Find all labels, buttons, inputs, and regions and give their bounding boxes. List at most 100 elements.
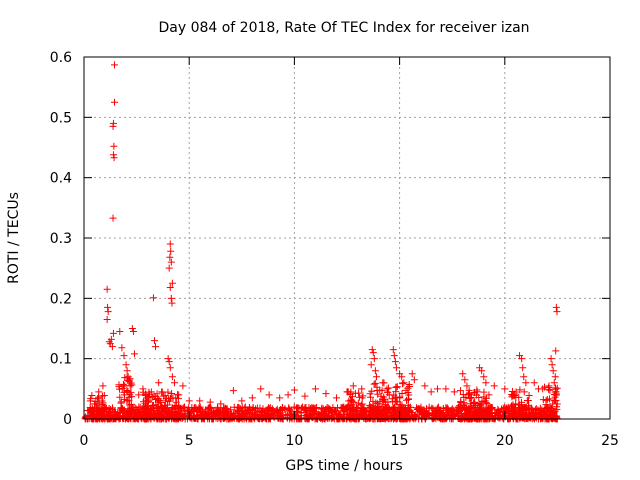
data-point bbox=[110, 142, 118, 150]
data-point bbox=[531, 414, 539, 422]
data-point bbox=[457, 398, 465, 406]
data-point bbox=[399, 380, 407, 388]
data-point bbox=[549, 367, 557, 375]
data-point bbox=[180, 403, 188, 411]
data-point bbox=[456, 402, 464, 410]
data-point bbox=[172, 398, 180, 406]
data-point bbox=[147, 404, 155, 412]
data-point bbox=[358, 401, 366, 409]
data-point bbox=[167, 294, 175, 302]
data-point bbox=[519, 364, 527, 372]
data-point bbox=[525, 391, 533, 399]
data-point bbox=[385, 391, 393, 399]
data-point bbox=[222, 407, 230, 415]
data-point bbox=[368, 346, 376, 354]
data-point bbox=[116, 328, 124, 336]
data-point bbox=[421, 382, 429, 390]
data-point bbox=[344, 402, 352, 410]
data-point bbox=[457, 410, 465, 418]
data-point bbox=[108, 404, 116, 412]
data-point bbox=[371, 379, 379, 387]
data-point bbox=[450, 388, 458, 396]
data-point bbox=[150, 414, 158, 422]
data-point bbox=[336, 412, 344, 420]
data-point bbox=[465, 386, 473, 394]
data-point bbox=[127, 404, 135, 412]
data-point bbox=[442, 385, 450, 393]
data-point bbox=[123, 397, 131, 405]
data-point bbox=[86, 397, 94, 405]
data-point bbox=[546, 386, 554, 394]
data-point bbox=[376, 386, 384, 394]
data-point bbox=[116, 385, 124, 393]
data-point bbox=[501, 403, 509, 411]
data-point bbox=[349, 382, 357, 390]
data-point bbox=[480, 373, 488, 381]
data-point bbox=[152, 401, 160, 409]
data-point bbox=[162, 406, 170, 414]
data-point bbox=[419, 406, 427, 414]
data-point bbox=[374, 400, 382, 408]
data-point bbox=[483, 412, 491, 420]
data-point bbox=[545, 408, 553, 416]
data-point bbox=[482, 379, 490, 387]
data-point bbox=[121, 374, 129, 382]
x-axis-label: GPS time / hours bbox=[285, 458, 402, 474]
data-point bbox=[166, 283, 174, 291]
data-point bbox=[463, 408, 471, 416]
data-point bbox=[110, 154, 118, 162]
data-point bbox=[461, 376, 469, 384]
data-point bbox=[134, 410, 142, 418]
data-point bbox=[509, 392, 517, 400]
data-point bbox=[303, 411, 311, 419]
data-point bbox=[393, 383, 401, 391]
data-point bbox=[326, 406, 334, 414]
data-point bbox=[478, 367, 486, 375]
data-point bbox=[367, 393, 375, 401]
data-point bbox=[369, 397, 377, 405]
data-point bbox=[249, 403, 257, 411]
data-point bbox=[129, 328, 137, 336]
data-point bbox=[367, 361, 375, 369]
y-tick-label: 0.1 bbox=[50, 352, 72, 368]
data-point bbox=[477, 401, 485, 409]
data-point bbox=[223, 412, 231, 420]
data-point bbox=[148, 408, 156, 416]
data-point bbox=[551, 393, 559, 401]
data-point bbox=[108, 343, 116, 351]
data-point bbox=[279, 403, 287, 411]
data-point bbox=[522, 403, 530, 411]
data-point bbox=[121, 406, 129, 414]
data-point bbox=[329, 414, 337, 422]
data-point bbox=[100, 391, 108, 399]
data-point bbox=[429, 414, 437, 422]
x-tick-label: 25 bbox=[601, 433, 619, 449]
data-point bbox=[413, 404, 421, 412]
data-point bbox=[520, 388, 528, 396]
data-point bbox=[504, 410, 512, 418]
data-point bbox=[377, 414, 385, 422]
data-point bbox=[370, 355, 378, 363]
data-point bbox=[358, 410, 366, 418]
data-point bbox=[546, 395, 554, 403]
data-point bbox=[168, 389, 176, 397]
data-point bbox=[87, 407, 95, 415]
data-point bbox=[372, 373, 380, 381]
y-axis-label: ROTI / TECUs bbox=[6, 192, 22, 284]
data-point bbox=[229, 413, 237, 421]
data-point bbox=[126, 382, 134, 390]
data-point bbox=[479, 407, 487, 415]
data-point bbox=[294, 404, 302, 412]
data-point bbox=[158, 407, 166, 415]
data-point bbox=[127, 401, 135, 409]
data-point bbox=[467, 403, 475, 411]
data-point bbox=[266, 404, 274, 412]
data-point bbox=[517, 414, 525, 422]
data-point bbox=[552, 347, 560, 355]
data-point bbox=[297, 414, 305, 422]
data-point bbox=[433, 385, 441, 393]
data-point bbox=[309, 413, 317, 421]
y-tick-label: 0.2 bbox=[50, 291, 72, 307]
y-tick-label: 0.3 bbox=[50, 231, 72, 247]
data-point bbox=[405, 380, 413, 388]
